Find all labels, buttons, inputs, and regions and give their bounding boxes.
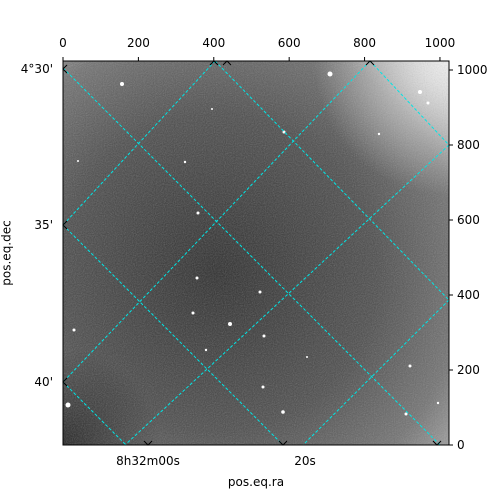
stars <box>65 71 440 416</box>
ra-tick <box>432 440 442 446</box>
ra-tick <box>222 60 232 66</box>
ra-tick <box>143 440 153 446</box>
y-tick-label: 600 <box>457 213 480 227</box>
x-tick-label: 600 <box>278 36 301 50</box>
coordinate-grid <box>63 61 449 445</box>
dec-tick-label: 35' <box>34 218 53 232</box>
y-tick-label: 1000 <box>457 63 488 77</box>
ra-tick <box>278 440 288 446</box>
ra-tick <box>365 60 375 66</box>
ra-tick <box>209 60 219 66</box>
dec-tick <box>62 220 68 230</box>
x-tick-label: 400 <box>202 36 225 50</box>
y-axis-label: pos.eq.dec <box>0 220 14 285</box>
image <box>63 61 449 445</box>
dec-tick <box>62 377 68 387</box>
x-tick-label: 800 <box>353 36 376 50</box>
y-tick-label: 400 <box>457 288 480 302</box>
x-axis-label: pos.eq.ra <box>228 475 284 489</box>
frame <box>62 60 450 446</box>
y-tick-label: 0 <box>457 438 465 452</box>
ra-tick-label: 8h32m00s <box>116 454 180 468</box>
dec-tick <box>62 64 68 74</box>
x-tick-label: 200 <box>127 36 150 50</box>
x-tick-label: 0 <box>59 36 67 50</box>
dec-tick-label: 4°30' <box>21 62 53 76</box>
x-tick-label: 1000 <box>425 36 456 50</box>
ra-tick-label: 20s <box>294 454 316 468</box>
y-tick-label: 200 <box>457 363 480 377</box>
dec-tick-label: 40' <box>34 375 53 389</box>
y-tick-label: 800 <box>457 138 480 152</box>
